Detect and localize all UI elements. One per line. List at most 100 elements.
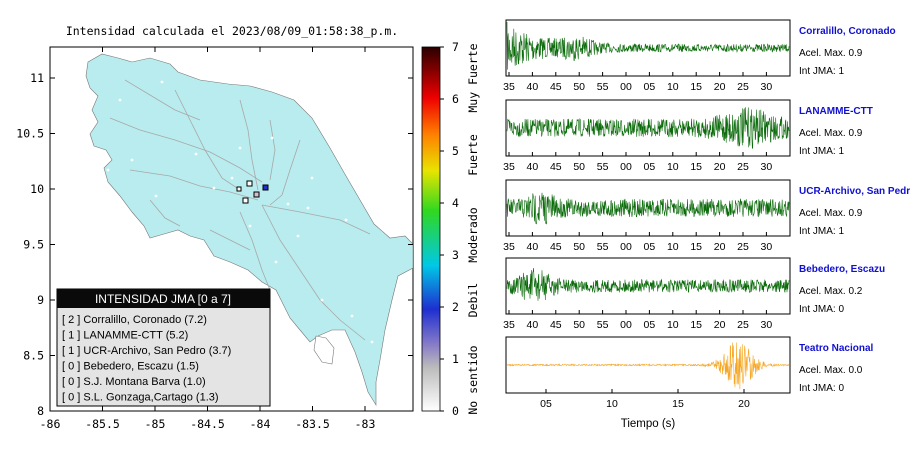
- waveform-tick-label: 25: [737, 241, 749, 253]
- waveform-tick-label: 40: [527, 81, 539, 93]
- waveform-tick-label: 15: [690, 241, 702, 253]
- colorbar-category-label: Muy Fuerte: [466, 43, 480, 112]
- waveform-trace: [506, 107, 790, 149]
- road-network: [109, 79, 371, 341]
- colorbar-tick-label: 0: [452, 404, 459, 418]
- legend-item: [ 0 ] S.L. Gonzaga,Cartago (1.3): [62, 392, 219, 404]
- y-tick-label: 9: [37, 293, 44, 307]
- waveform-tick-label: 45: [550, 319, 562, 331]
- waveform-tick-label: 10: [667, 319, 679, 331]
- waveform-tick-label: 50: [573, 241, 585, 253]
- waveform-panel: 05 10 15 20 Teatro Nacional Acel. Max. 0.0 Int…: [505, 336, 873, 410]
- station-name: UCR-Archivo, San Pedro: [799, 186, 910, 197]
- waveform-tick-label: 05: [540, 398, 552, 410]
- station-accel: Acel. Max. 0.9: [799, 128, 863, 139]
- x-tick-label: -84.5: [190, 417, 225, 431]
- station-accel: Acel. Max. 0.0: [799, 365, 863, 376]
- waveform-tick-label: 00: [620, 161, 632, 173]
- waveform-tick-label: 20: [714, 319, 726, 331]
- station-name: Corralillo, Coronado: [799, 26, 896, 37]
- waveform-tick-label: 05: [644, 161, 656, 173]
- waveform-tick-label: 25: [737, 161, 749, 173]
- colorbar-category-label: Fuerte: [466, 134, 480, 176]
- waveform-tick-label: 10: [606, 398, 618, 410]
- waveform-panel: 35 40 45 50 55 00 05 10 15 20 25 30 Corralillo, Coro…: [503, 19, 896, 93]
- y-tick-label: 8: [37, 404, 44, 418]
- station-intensity: Int JMA: 0: [799, 304, 844, 315]
- waveform-tick-label: 15: [690, 319, 702, 331]
- y-tick-label: 10.5: [16, 127, 44, 141]
- waveform-tick-label: 55: [597, 241, 609, 253]
- colorbar-tick-label: 7: [452, 40, 459, 54]
- waveform-tick-label: 00: [620, 81, 632, 93]
- colorbar-category-label: Debil: [466, 283, 480, 318]
- waveform-tick-label: 20: [714, 161, 726, 173]
- colorbar-category-label: Moderado: [466, 207, 480, 262]
- colorbar-tick-label: 1: [452, 352, 459, 366]
- waveform-tick-label: 30: [761, 319, 773, 331]
- waveform-tick-label: 05: [644, 319, 656, 331]
- waveform-tick-label: 10: [667, 241, 679, 253]
- station-intensity: Int JMA: 1: [799, 226, 844, 237]
- waveform-tick-label: 30: [761, 161, 773, 173]
- waveform-tick-label: 30: [761, 81, 773, 93]
- osa-peninsula: [313, 335, 335, 365]
- waveform-tick-label: 55: [597, 81, 609, 93]
- colorbar-gradient: [421, 46, 441, 412]
- waveform-tick-label: 35: [503, 81, 515, 93]
- waveform-tick-label: 00: [620, 319, 632, 331]
- station-intensity: Int JMA: 1: [799, 146, 844, 157]
- x-tick-label: -83: [355, 417, 376, 431]
- legend-header-bg: [57, 289, 270, 308]
- x-tick-label: -85.5: [85, 417, 120, 431]
- waveform-tick-label: 15: [690, 81, 702, 93]
- x-tick-label: -86: [40, 417, 61, 431]
- y-tick-label: 10: [30, 182, 44, 196]
- station-name: Teatro Nacional: [799, 343, 873, 354]
- waveform-tick-label: 25: [737, 81, 749, 93]
- waveform-panel: 35 40 45 50 55 00 05 10 15 20 25 30 Bebedero, Escazu…: [503, 257, 885, 331]
- map-x-axis: -86 -85.5 -85 -84.5 -84 -83.5 -83: [40, 47, 376, 431]
- colorbar-tick-label: 4: [452, 196, 459, 210]
- waveform-tick-label: 25: [737, 319, 749, 331]
- station-intensity: Int JMA: 0: [799, 383, 844, 394]
- station-name: Bebedero, Escazu: [799, 264, 885, 275]
- station-intensity: Int JMA: 1: [799, 66, 844, 77]
- waveform-tick-label: 40: [527, 319, 539, 331]
- colorbar-category-labels: Muy Fuerte Fuerte Moderado Debil No sentido: [466, 43, 480, 414]
- colorbar-tick-label: 2: [452, 300, 459, 314]
- colorbar-category-label: No sentido: [466, 345, 480, 414]
- waveform-tick-label: 55: [597, 161, 609, 173]
- map-title: Intensidad calculada el 2023/08/09_01:58…: [66, 24, 398, 38]
- station-accel: Acel. Max. 0.9: [799, 48, 863, 59]
- waveform-tick-label: 30: [761, 241, 773, 253]
- colorbar-tick-label: 5: [452, 144, 459, 158]
- station-accel: Acel. Max. 0.9: [799, 208, 863, 219]
- waveform-tick-label: 15: [672, 398, 684, 410]
- station-accel: Acel. Max. 0.2: [799, 286, 863, 297]
- station-marks: [106, 80, 374, 344]
- waveform-panels: 35 40 45 50 55 00 05 10 15 20 25 30 Corralillo, Coro…: [503, 19, 910, 410]
- x-tick-label: -85: [145, 417, 166, 431]
- waveform-tick-label: 05: [644, 81, 656, 93]
- waveform-tick-label: 50: [573, 81, 585, 93]
- waveform-trace: [506, 342, 790, 390]
- waveform-tick-label: 45: [550, 241, 562, 253]
- waveform-tick-label: 35: [503, 161, 515, 173]
- legend-item: [ 1 ] LANAMME-CTT (5.2): [62, 330, 188, 342]
- costa-rica-map: [85, 53, 413, 407]
- land-polygon: [85, 53, 413, 407]
- y-tick-label: 9.5: [23, 238, 44, 252]
- map-y-axis: 11 10.5 10 9.5 9 8.5 8: [16, 71, 413, 418]
- waveform-tick-label: 05: [644, 241, 656, 253]
- waveform-tick-label: 40: [527, 161, 539, 173]
- waveform-tick-label: 00: [620, 241, 632, 253]
- waveform-tick-label: 20: [714, 241, 726, 253]
- waveform-tick-label: 40: [527, 241, 539, 253]
- intensity-colorbar: 7 6 5 4 3 2 1 0 Muy Fuerte Fuerte Moderado Debil No…: [421, 40, 480, 418]
- waveform-tick-label: 10: [667, 161, 679, 173]
- station-squares: [236, 180, 269, 204]
- colorbar-ticks: 7 6 5 4 3 2 1 0: [440, 40, 459, 418]
